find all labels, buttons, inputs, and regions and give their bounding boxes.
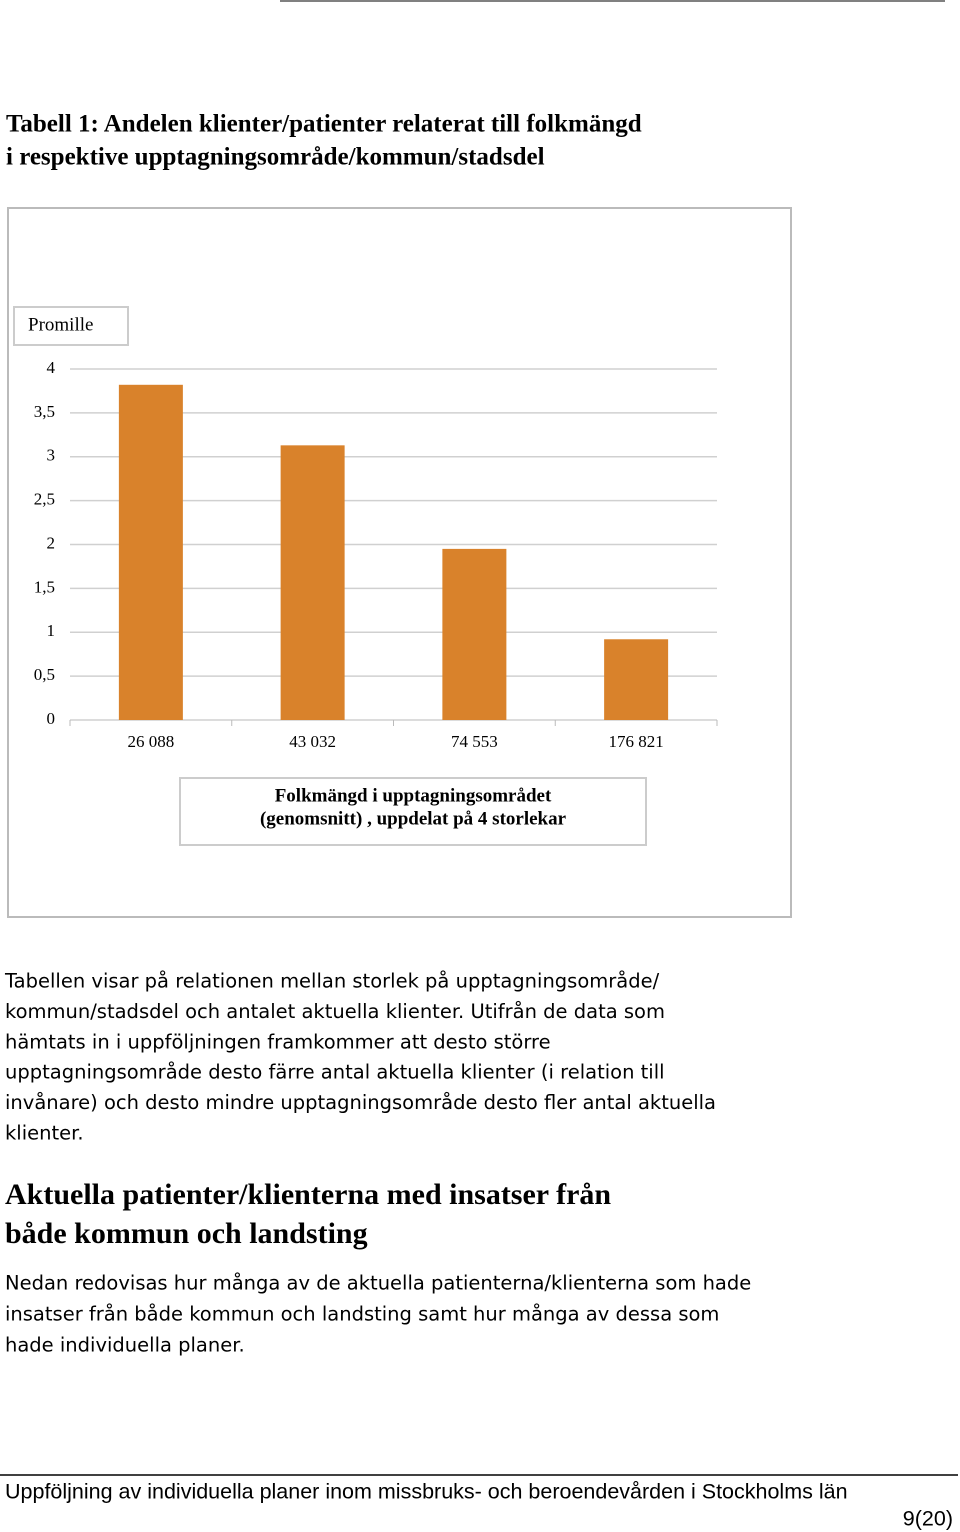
title: Tabell 1: Andelen klienter/patienter rel… [6,111,642,138]
y-axis-label: Promille [28,314,93,335]
bar [118,384,183,720]
y-tick-label: 0 [47,709,56,728]
paragraph: Tabellen visar på relationen mellan stor… [4,970,660,993]
y-tick-label: 4 [47,358,56,377]
x-tick-label: 74 553 [451,732,498,751]
paragraph: invånare) och desto mindre upptagningsom… [5,1091,716,1114]
y-tick-label: 0,5 [34,665,55,684]
x-axis-label: Folkmängd i upptagningsområdet [275,785,552,806]
section-heading: Aktuella patienter/klienterna med insats… [5,1178,611,1211]
paragraph: hämtats in i uppföljningen framkommer at… [5,1030,551,1053]
bar [280,445,345,720]
section-heading: både kommun och landsting [5,1217,368,1250]
page-number: 9(20) [903,1507,953,1531]
y-tick-label: 2,5 [34,490,55,509]
y-tick-label: 3 [47,446,56,465]
x-axis-label: (genomsnitt) , uppdelat på 4 storlekar [260,808,567,829]
paragraph: Nedan redovisas hur många av de aktuella… [5,1272,751,1295]
title: i respektive upptagningsområde/kommun/st… [6,144,545,171]
ylabel-box [13,306,129,346]
paragraph: kommun/stadsdel och antalet aktuella kli… [5,1000,665,1023]
y-tick-label: 2 [47,533,56,552]
xlabel-box [179,777,647,846]
bar [442,548,507,720]
bar [604,639,669,720]
paragraph: upptagningsområde desto färre antal aktu… [5,1061,665,1084]
x-tick-label: 43 032 [289,732,336,751]
x-tick-label: 176 821 [609,732,664,751]
y-tick-label: 1,5 [34,577,55,596]
footer-text: Uppföljning av individuella planer inom … [5,1480,848,1504]
y-tick-label: 1 [47,621,56,640]
paragraph: hade individuella planer. [5,1334,245,1357]
paragraph: klienter. [5,1122,84,1145]
y-tick-label: 3,5 [34,402,55,421]
paragraph: insatser från både kommun och landsting … [5,1303,719,1326]
x-tick-label: 26 088 [128,732,175,751]
